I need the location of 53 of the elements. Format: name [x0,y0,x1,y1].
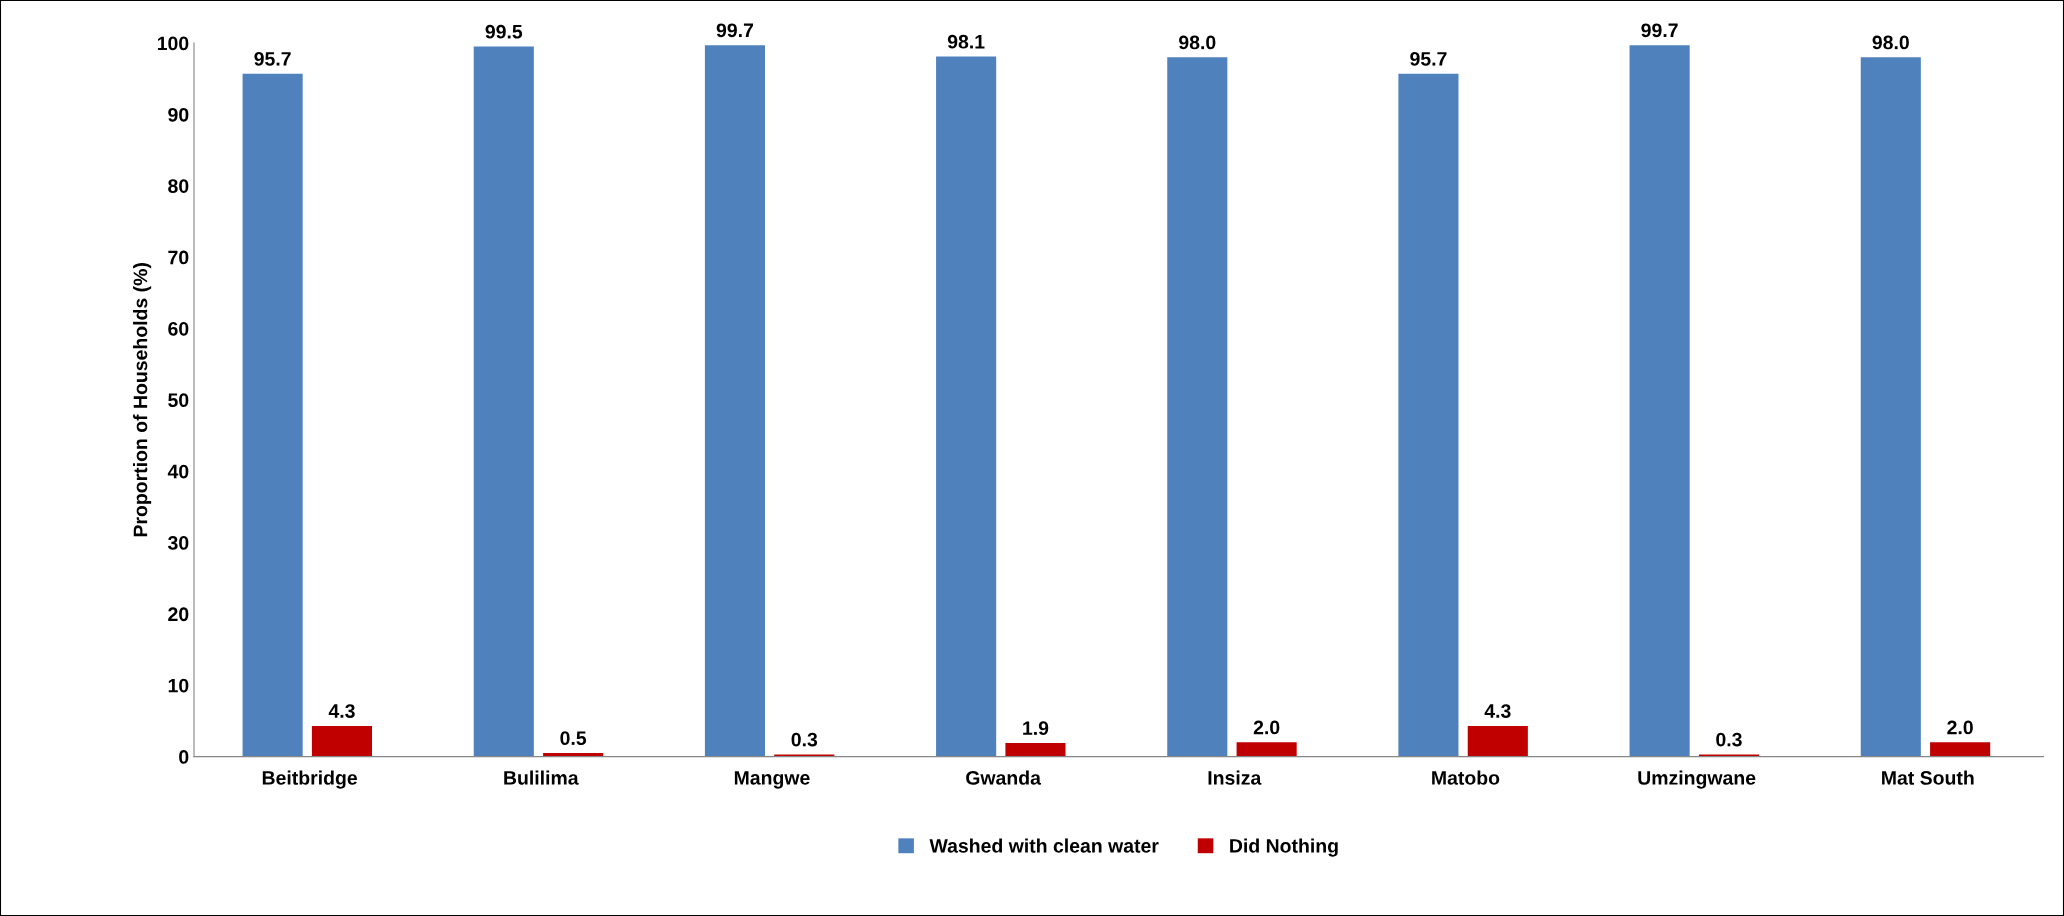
data-label: 98.0 [1179,35,1216,50]
x-tick-label: Matobo [1432,770,1500,785]
x-tick-label: Mangwe [734,771,810,789]
x-tick-label: Umzingwane [1638,770,1756,789]
y-tick-label: 40 [167,464,189,479]
y-tick-label: 50 [168,393,189,408]
y-axis-title: Proportion of Households (%) [133,263,152,537]
data-label: 4.3 [1484,704,1511,718]
bar [1930,742,1991,757]
bar [704,45,765,757]
legend-label: Did Nothing [1230,838,1338,857]
data-label: 99.7 [1641,23,1678,38]
x-tick-label: Insiza [1208,770,1262,785]
legend-label: Washed with clean water [929,838,1159,853]
bar [1629,45,1690,757]
data-label: 1.9 [1023,721,1049,736]
bar [1236,742,1297,757]
x-tick-label: Beitbridge [262,770,358,789]
bar [936,56,997,757]
y-tick-label: 20 [168,607,189,622]
bar [1167,57,1228,757]
data-label: 95.7 [1410,51,1447,66]
data-label: 2.0 [1253,720,1280,735]
bar [1398,73,1459,757]
data-label: 99.7 [716,23,754,38]
x-tick-label: Gwanda [966,770,1042,785]
data-label: 4.3 [328,704,355,718]
bar [473,46,534,757]
x-tick-label: Mat South [1882,770,1974,785]
data-label: 99.5 [485,24,523,39]
data-label: 0.3 [791,732,818,747]
bar [774,754,835,757]
data-label: 0.5 [560,731,587,746]
data-label: 98.1 [947,34,985,49]
data-label: 2.0 [1947,720,1973,735]
bar [1005,743,1066,757]
data-label: 0.3 [1716,732,1742,747]
y-tick-label: 80 [168,179,189,193]
bar [1467,725,1528,757]
x-tick-label: Bulilima [504,770,579,785]
bar [311,725,373,757]
y-tick-label: 30 [167,536,189,550]
data-label: 98.0 [1872,35,1909,50]
y-tick-label: 90 [168,107,189,122]
bar [1860,57,1921,757]
data-label: 95.7 [254,51,291,66]
y-tick-label: 100 [157,36,189,51]
bar [1698,754,1760,757]
y-tick-label: 60 [168,321,189,336]
y-tick-label: 10 [168,678,189,693]
y-tick-label: 0 [179,750,189,764]
y-tick-label: 70 [168,250,189,265]
bar [242,73,303,757]
